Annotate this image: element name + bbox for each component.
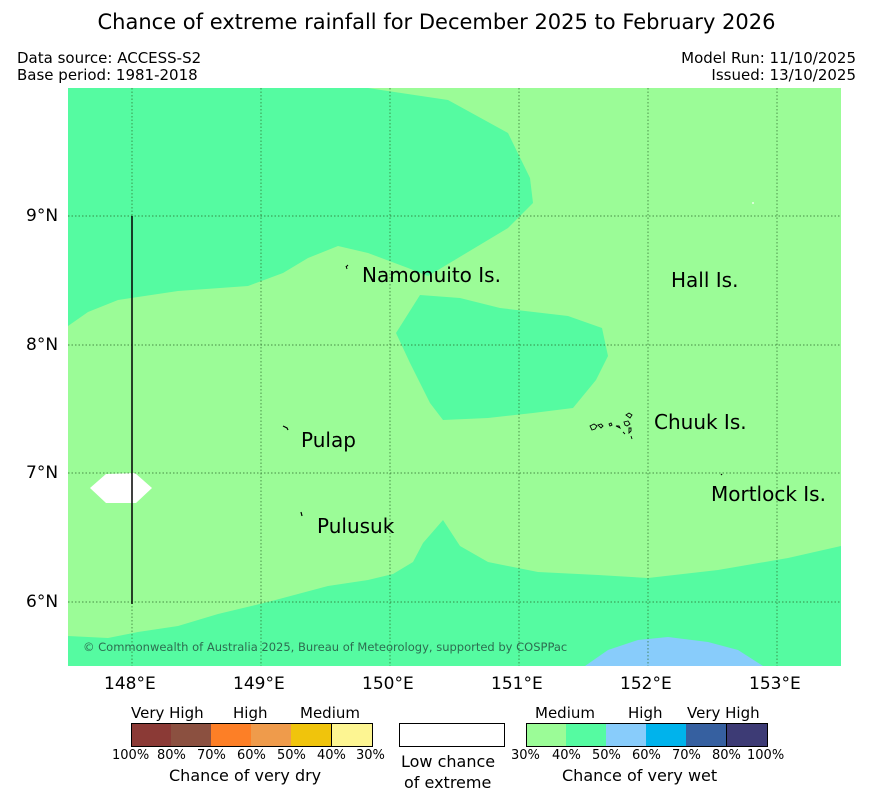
lon-label-153e: 153°E (749, 674, 801, 694)
model-run-text: Model Run: 11/10/2025 (681, 49, 856, 67)
map-title: Chance of extreme rainfall for December … (97, 10, 776, 34)
legend-wet-high-label: High (628, 704, 663, 722)
legend-wet-pct-80: 80% (712, 748, 741, 763)
legend-dry-swatch-1 (131, 723, 173, 747)
legend-low-chance-line1: Low chance (401, 752, 496, 771)
legend-wet-pct-50: 50% (592, 748, 621, 763)
legend-wet-pct-40: 40% (552, 748, 581, 763)
legend-wet-swatch-2 (566, 723, 606, 747)
place-label-hall: Hall Is. (671, 268, 739, 292)
place-label-pulap: Pulap (301, 428, 356, 452)
map-area[interactable]: © Commonwealth of Australia 2025, Bureau… (68, 88, 841, 666)
legend-dry-pct-70: 70% (197, 748, 226, 763)
legend-wet-swatch-5 (686, 723, 726, 747)
legend-dry-medium-label: Medium (300, 704, 360, 722)
base-period-text: Base period: 1981-2018 (17, 66, 198, 84)
region-low-chance (90, 473, 152, 503)
legend-dry-pct-60: 60% (237, 748, 266, 763)
place-label-pulusuk: Pulusuk (317, 514, 395, 538)
place-label-chuuk: Chuuk Is. (654, 410, 747, 434)
namonuito-island-shape (345, 264, 349, 270)
legend-wet-pct-60: 60% (632, 748, 661, 763)
legend-dry-very-high-label: Very High (131, 704, 204, 722)
lat-label-6n: 6°N (26, 592, 59, 612)
legend-wet-pct-70: 70% (672, 748, 701, 763)
legend-wet-swatch-6 (726, 723, 768, 747)
legend-wet-very-high-label: Very High (687, 704, 760, 722)
place-label-namonuito: Namonuito Is. (362, 263, 501, 287)
rainfall-map-svg (68, 88, 841, 666)
legend-dry-pct-30: 30% (356, 748, 385, 763)
legend-low-chance-line2: of extreme (404, 773, 492, 792)
legend-dry-swatch-2 (171, 723, 211, 747)
legend-wet-medium-label: Medium (535, 704, 595, 722)
lat-label-9n: 9°N (26, 206, 59, 226)
copyright-text: © Commonwealth of Australia 2025, Bureau… (83, 640, 568, 654)
lon-label-149e: 149°E (233, 674, 285, 694)
legend-dry-swatch-3 (211, 723, 251, 747)
lon-label-148e: 148°E (104, 674, 156, 694)
legend-wet-swatch-4 (646, 723, 686, 747)
legend-dry-caption: Chance of very dry (169, 766, 322, 785)
region-wet-50-60 (585, 637, 763, 666)
legend-dry-high-label: High (233, 704, 268, 722)
issued-text: Issued: 13/10/2025 (711, 66, 856, 84)
legend-wet-pct-100: 100% (747, 748, 785, 763)
pulap-island-shape (282, 425, 289, 431)
legend-dry-pct-40: 40% (317, 748, 346, 763)
mortlock-island-shape (720, 473, 723, 476)
region-wet-40-50-north (68, 88, 533, 326)
pulusuk-island-shape (300, 511, 303, 517)
lat-label-8n: 8°N (26, 335, 59, 355)
legend-wet-swatch-1 (526, 723, 568, 747)
lon-label-150e: 150°E (362, 674, 414, 694)
lat-label-7n: 7°N (26, 463, 59, 483)
legend-dry-swatch-6 (331, 723, 373, 747)
region-wet-40-50-south (68, 520, 841, 666)
legend-wet-pct-30: 30% (511, 748, 540, 763)
lon-label-151e: 151°E (491, 674, 543, 694)
lon-label-152e: 152°E (620, 674, 672, 694)
data-source-text: Data source: ACCESS-S2 (17, 49, 202, 67)
legend-dry-pct-80: 80% (157, 748, 186, 763)
chuuk-island-shapes (589, 412, 633, 440)
gridlines (68, 88, 841, 666)
legend-dry-pct-50: 50% (277, 748, 306, 763)
legend-low-chance-swatch (399, 723, 505, 747)
region-wet-40-50-central (396, 295, 608, 420)
legend-wet-swatch-3 (606, 723, 646, 747)
legend-dry-swatch-4 (251, 723, 291, 747)
legend-dry-swatch-5 (291, 723, 331, 747)
legend-wet-caption: Chance of very wet (562, 766, 718, 785)
place-label-mortlock: Mortlock Is. (711, 482, 826, 506)
legend-dry-pct-100: 100% (112, 748, 150, 763)
